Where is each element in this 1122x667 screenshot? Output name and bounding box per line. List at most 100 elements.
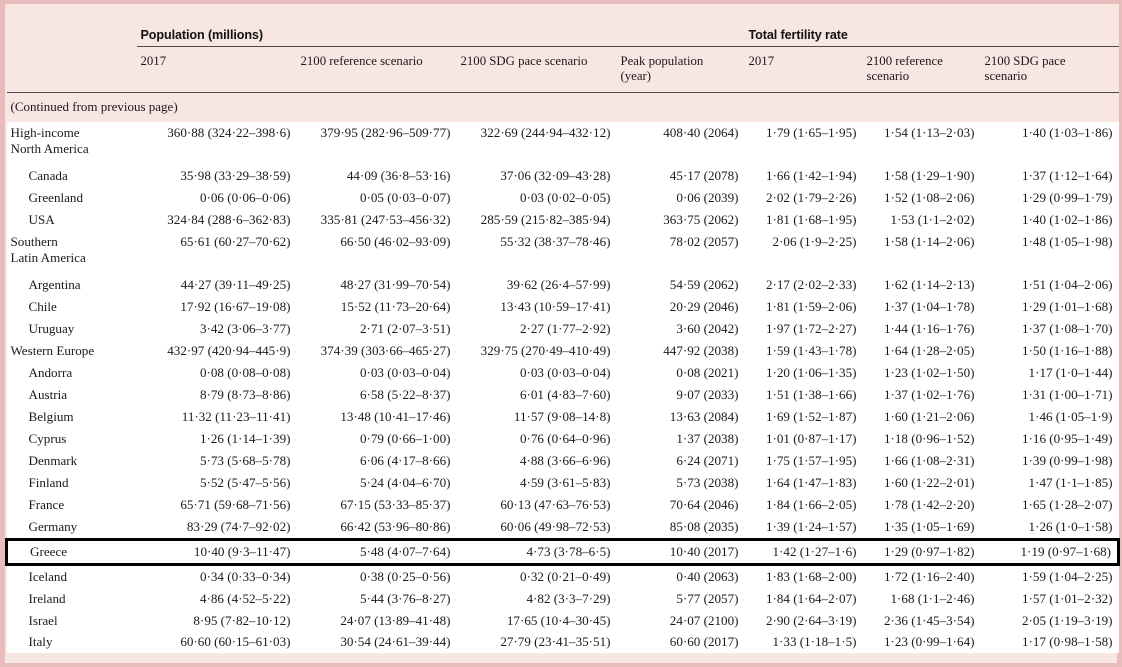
cell-pop-2017: 5·52 (5·47–5·56) (136, 471, 297, 494)
cell-tfr-2017: 1·42 (1·27–1·6) (744, 537, 863, 566)
header-group-row: Population (millions) Total fertility ra… (6, 4, 1119, 47)
cell-pop-peak: 447·92 (2038) (616, 339, 745, 362)
spacer-cell (862, 268, 981, 274)
cell-pop-2100-ref: 0·79 (0·66–1·00) (296, 427, 457, 450)
spacer-cell (6, 160, 137, 166)
spacer-cell (744, 268, 863, 274)
row-location-name: High-income North America (6, 122, 137, 161)
cell-pop-2100-ref: 6·06 (4·17–8·66) (296, 449, 457, 472)
tfr-sdg-line1: 2100 SDG pace (984, 54, 1066, 68)
cell-pop-2017: 65·71 (59·68–71·56) (136, 493, 297, 516)
cell-pop-2100-sdg: 0·03 (0·03–0·04) (456, 361, 617, 384)
cell-tfr-2017: 1·69 (1·52–1·87) (744, 405, 863, 428)
cell-tfr-2100-ref: 1·37 (1·02–1·76) (862, 383, 981, 406)
cell-pop-2100-sdg: 0·76 (0·64–0·96) (456, 427, 617, 450)
table-row[interactable]: Argentina 44·27 (39·11–49·25) 48·27 (31·99… (6, 273, 1119, 296)
cell-pop-2100-ref: 379·95 (282·96–509·77) (296, 122, 457, 161)
cell-pop-peak: 85·08 (2035) (616, 515, 745, 540)
cell-tfr-2100-sdg: 1·31 (1·00–1·71) (980, 383, 1119, 406)
cell-pop-2017: 5·73 (5·68–5·78) (136, 449, 297, 472)
cell-tfr-2017: 1·81 (1·68–1·95) (744, 209, 863, 232)
rule-cell (296, 92, 457, 93)
header-column-row: 2017 2100 reference scenario 2100 SDG pa… (6, 46, 1119, 93)
header-group-fertility: Total fertility rate (744, 4, 1119, 47)
cell-tfr-2017: 2·17 (2·02–2·33) (744, 273, 863, 296)
row-location-name: Greece (5, 537, 137, 566)
cell-tfr-2017: 1·39 (1·24–1·57) (744, 515, 863, 540)
table-row[interactable]: Belgium 11·32 (11·23–11·41) 13·48 (10·41–1… (6, 405, 1119, 428)
cell-pop-2100-sdg: 329·75 (270·49–410·49) (456, 339, 617, 362)
row-location-name: Greenland (6, 187, 137, 210)
header-col-name (6, 46, 137, 93)
cell-pop-peak: 20·29 (2046) (616, 295, 745, 318)
cell-tfr-2017: 1·97 (1·72–2·27) (744, 317, 863, 340)
cell-pop-2100-sdg: 4·82 (3·3–7·29) (456, 587, 617, 610)
table-row[interactable]: Western Europe 432·97 (420·94–445·9) 374·3… (6, 339, 1119, 362)
cell-pop-2100-sdg: 55·32 (38·37–78·46) (456, 231, 617, 269)
table-row[interactable]: Austria 8·79 (8·73–8·86) 6·58 (5·22–8·37) 6… (6, 383, 1119, 406)
table-row[interactable]: Italy 60·60 (60·15–61·03) 30·54 (24·61–39·… (6, 631, 1119, 654)
cell-tfr-2100-sdg: 1·48 (1·05–1·98) (980, 231, 1119, 269)
rule-cell (980, 92, 1119, 93)
cell-pop-2100-sdg: 6·01 (4·83–7·60) (456, 383, 617, 406)
cell-pop-2100-sdg: 285·59 (215·82–385·94) (456, 209, 617, 232)
row-location-name: USA (6, 209, 137, 232)
cell-tfr-2100-ref: 1·58 (1·29–1·90) (862, 165, 981, 188)
cell-pop-peak: 10·40 (2017) (616, 537, 745, 566)
cell-tfr-2100-ref: 1·64 (1·28–2·05) (862, 339, 981, 362)
cell-pop-2100-sdg: 4·59 (3·61–5·83) (456, 471, 617, 494)
table-row[interactable]: Ireland 4·86 (4·52–5·22) 5·44 (3·76–8·27) 4… (6, 587, 1119, 610)
spacer-cell (456, 160, 617, 166)
cell-pop-2100-sdg: 17·65 (10·4–30·45) (456, 609, 617, 632)
cell-pop-peak: 0·40 (2063) (616, 564, 745, 588)
row-location-name: Iceland (6, 564, 137, 588)
table-body: High-income North America 360·88 (324·22–3… (5, 122, 1121, 654)
cell-tfr-2017: 1·83 (1·68–2·00) (744, 564, 863, 588)
cell-tfr-2100-ref: 1·23 (1·02–1·50) (862, 361, 981, 384)
cell-pop-2100-sdg: 2·27 (1·77–2·92) (456, 317, 617, 340)
cell-tfr-2100-sdg: 1·29 (1·01–1·68) (980, 295, 1119, 318)
cell-tfr-2100-sdg: 1·65 (1·28–2·07) (980, 493, 1119, 516)
cell-tfr-2100-sdg: 1·40 (1·03–1·86) (980, 122, 1119, 161)
header-group-spacer (6, 4, 137, 47)
cell-tfr-2100-sdg: 1·40 (1·02–1·86) (980, 209, 1119, 232)
cell-pop-2100-ref: 0·38 (0·25–0·56) (296, 564, 457, 588)
table-row[interactable]: Denmark 5·73 (5·68–5·78) 6·06 (4·17–8·66) 4… (6, 449, 1119, 472)
row-location-name: Cyprus (6, 427, 137, 450)
table-row[interactable]: France 65·71 (59·68–71·56) 67·15 (53·33–85… (6, 493, 1119, 516)
cell-pop-2100-sdg: 60·13 (47·63–76·53) (456, 493, 617, 516)
table-row[interactable]: Chile 17·92 (16·67–19·08) 15·52 (11·73–20·… (6, 295, 1119, 318)
table-row[interactable]: Canada 35·98 (33·29–38·59) 44·09 (36·8–53·… (6, 165, 1119, 188)
table-row[interactable]: Greece 10·40 (9·3–11·47) 5·48 (4·07–7·64) 4… (5, 537, 1121, 566)
table-row[interactable]: Cyprus 1·26 (1·14–1·39) 0·79 (0·66–1·00) 0·… (6, 427, 1119, 450)
row-location-name: Israel (6, 609, 137, 632)
cell-pop-2100-sdg: 39·62 (26·4–57·99) (456, 273, 617, 296)
table-row[interactable]: High-income North America 360·88 (324·22–3… (6, 122, 1119, 161)
table-row[interactable]: Israel 8·95 (7·82–10·12) 24·07 (13·89–41·4… (6, 609, 1119, 632)
cell-tfr-2017: 1·84 (1·66–2·05) (744, 493, 863, 516)
table-row[interactable]: Finland 5·52 (5·47–5·56) 5·24 (4·04–6·70) 4… (6, 471, 1119, 494)
table-row[interactable]: Andorra 0·08 (0·08–0·08) 0·03 (0·03–0·04) 0… (6, 361, 1119, 384)
rule-cell (136, 92, 297, 93)
cell-tfr-2100-ref: 1·62 (1·14–2·13) (862, 273, 981, 296)
header-col-pop-2017: 2017 (136, 46, 297, 93)
table-row[interactable]: USA 324·84 (288·6–362·83) 335·81 (247·53–4… (6, 209, 1119, 232)
cell-tfr-2017: 1·81 (1·59–2·06) (744, 295, 863, 318)
cell-tfr-2017: 1·66 (1·42–1·94) (744, 165, 863, 188)
table-row[interactable]: Iceland 0·34 (0·33–0·34) 0·38 (0·25–0·56) 0… (6, 564, 1119, 588)
cell-pop-peak: 5·77 (2057) (616, 587, 745, 610)
row-location-name: Canada (6, 165, 137, 188)
cell-tfr-2100-sdg: 1·29 (0·99–1·79) (980, 187, 1119, 210)
cell-tfr-2017: 2·90 (2·64–3·19) (744, 609, 863, 632)
header-col-tfr-2100-ref: 2100 reference scenario (862, 46, 981, 93)
table-row[interactable]: Southern Latin America 65·61 (60·27–70·62)… (6, 231, 1119, 269)
table-row[interactable]: Germany 83·29 (74·7–92·02) 66·42 (53·96–80… (6, 515, 1119, 540)
cell-tfr-2017: 1·51 (1·38–1·66) (744, 383, 863, 406)
table-row[interactable]: Greenland 0·06 (0·06–0·06) 0·05 (0·03–0·07… (6, 187, 1119, 210)
cell-pop-2100-ref: 0·03 (0·03–0·04) (296, 361, 457, 384)
table-row[interactable]: Uruguay 3·42 (3·06–3·77) 2·71 (2·07–3·51) 2… (6, 317, 1119, 340)
header-col-tfr-2017: 2017 (744, 46, 863, 93)
cell-pop-peak: 1·37 (2038) (616, 427, 745, 450)
cell-pop-2100-sdg: 13·43 (10·59–17·41) (456, 295, 617, 318)
cell-tfr-2100-sdg: 1·50 (1·16–1·88) (980, 339, 1119, 362)
